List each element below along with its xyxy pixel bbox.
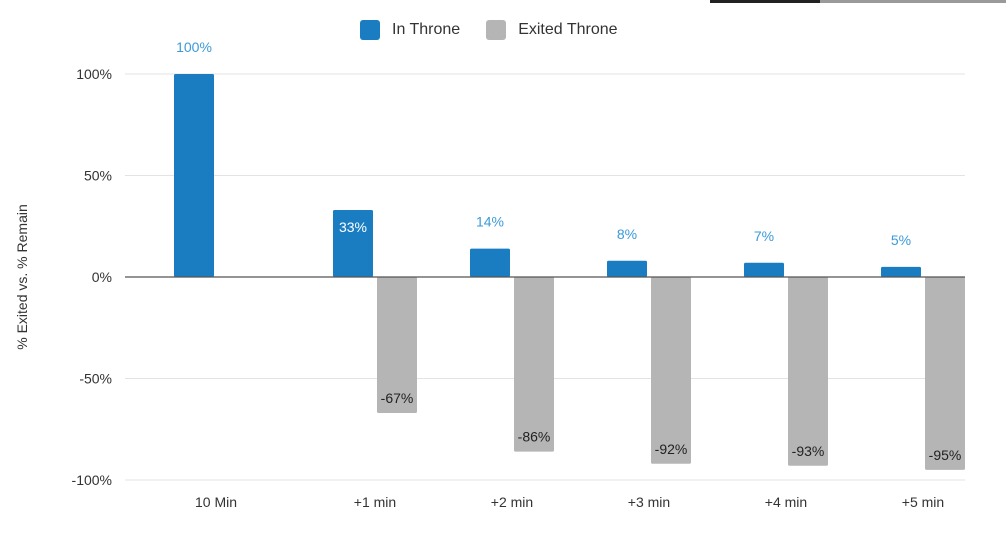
bar-in-throne [470,248,510,277]
legend-item-in-throne: In Throne [360,20,460,40]
data-label-in-throne: 14% [476,214,504,230]
data-label-exited-throne: -95% [929,447,962,463]
bar-exited-throne [514,277,554,452]
x-tick-label: 10 Min [195,494,237,510]
y-tick-label: 100% [76,66,112,82]
data-label-exited-throne: -92% [655,441,688,457]
bar-exited-throne [925,277,965,470]
data-label-in-throne: 5% [891,232,911,248]
y-tick-label: 0% [92,269,112,285]
bar-exited-throne [651,277,691,464]
bar-in-throne [881,266,921,277]
y-tick-label: 50% [84,168,112,184]
data-label-in-throne: 8% [617,226,637,242]
legend-label-exited-throne: Exited Throne [518,21,618,38]
bar-in-throne [333,210,373,277]
data-label-in-throne: 100% [176,39,212,55]
y-tick-label: -50% [79,371,112,387]
corner-bar-decoration [710,0,1006,3]
data-label-exited-throne: -86% [518,429,551,445]
x-tick-label: +3 min [628,494,670,510]
x-tick-label: +2 min [491,494,533,510]
x-tick-label: +4 min [765,494,807,510]
bar-exited-throne [377,277,417,414]
bar-in-throne [744,262,784,277]
x-tick-label: +1 min [354,494,396,510]
bar-exited-throne [788,277,828,466]
chart-legend: In Throne Exited Throne [360,20,644,40]
data-label-in-throne: 7% [754,228,774,244]
x-tick-label: +5 min [902,494,944,510]
y-tick-label: -100% [72,472,112,488]
legend-swatch-in-throne [360,20,380,40]
legend-item-exited-throne: Exited Throne [486,20,618,40]
bar-in-throne [174,74,214,277]
y-axis-title: % Exited vs. % Remain [14,204,30,350]
data-label-exited-throne: -93% [792,443,825,459]
legend-label-in-throne: In Throne [392,21,461,38]
legend-swatch-exited-throne [486,20,507,40]
bar-in-throne [607,260,647,277]
data-label-in-throne: 33% [339,219,367,235]
data-label-exited-throne: -67% [381,390,414,406]
